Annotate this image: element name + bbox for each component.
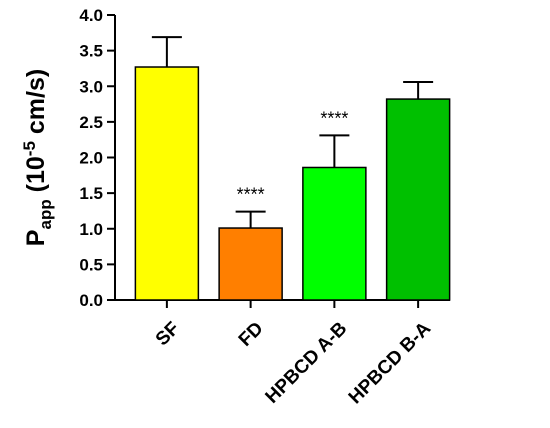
y-tick-label: 0.0 — [79, 291, 103, 310]
y-tick-label: 1.0 — [79, 220, 103, 239]
significance-label: **** — [320, 108, 348, 128]
y-axis-label-part: app — [36, 199, 55, 229]
significance-markers: **** **** — [237, 108, 349, 204]
error-bars — [151, 36, 434, 229]
y-axis-label-part: -5 — [20, 141, 39, 156]
y-axis-label-part: cm/s) — [22, 69, 50, 141]
category-label: HPBCD B-A — [345, 318, 435, 408]
y-axis: 0.0 0.5 1.0 1.5 2.0 2.5 3.0 3.5 4.0 — [79, 6, 116, 310]
y-axis-label-part: P — [22, 230, 50, 247]
y-tick-label: 1.5 — [79, 184, 103, 203]
y-axis-label-text: Papp (10-5 cm/s) — [20, 69, 55, 246]
x-axis — [115, 299, 450, 308]
y-tick-label: 2.0 — [79, 149, 103, 168]
y-tick-label: 3.0 — [79, 77, 103, 96]
y-tick-label: 0.5 — [79, 255, 103, 274]
significance-label: **** — [237, 185, 265, 205]
category-label: SF — [152, 318, 184, 350]
bar — [134, 66, 200, 301]
y-tick-label: 4.0 — [79, 6, 103, 25]
category-label: HPBCD A-B — [262, 318, 352, 408]
y-axis-label-part: (10 — [22, 156, 50, 199]
y-tick-label: 2.5 — [79, 113, 103, 132]
bar — [302, 166, 367, 301]
y-axis-label: Papp (10-5 cm/s) — [20, 69, 55, 246]
bars — [134, 66, 451, 301]
bar — [218, 227, 283, 301]
bar — [385, 98, 451, 301]
category-label: FD — [235, 318, 268, 351]
y-tick-label: 3.5 — [79, 42, 103, 61]
